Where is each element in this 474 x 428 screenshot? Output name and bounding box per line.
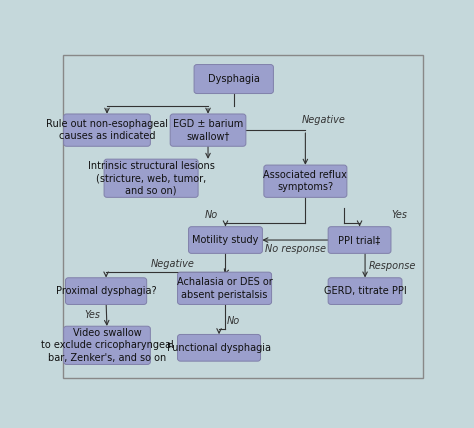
Text: Response: Response <box>369 261 416 270</box>
FancyBboxPatch shape <box>178 334 261 361</box>
FancyBboxPatch shape <box>65 278 146 304</box>
Text: Yes: Yes <box>392 210 408 220</box>
Text: PPI trial‡: PPI trial‡ <box>338 235 381 245</box>
FancyBboxPatch shape <box>194 65 273 94</box>
FancyBboxPatch shape <box>189 227 263 253</box>
Text: Rule out non-esophageal
causes as indicated: Rule out non-esophageal causes as indica… <box>46 119 168 141</box>
Text: No: No <box>227 315 240 326</box>
Text: No response: No response <box>265 244 326 254</box>
Text: Proximal dysphagia?: Proximal dysphagia? <box>56 286 156 296</box>
Text: Dysphagia: Dysphagia <box>208 74 260 84</box>
Text: Intrinsic structural lesions
(stricture, web, tumor,
and so on): Intrinsic structural lesions (stricture,… <box>88 161 215 196</box>
FancyBboxPatch shape <box>170 114 246 146</box>
FancyBboxPatch shape <box>178 272 272 304</box>
Text: GERD, titrate PPI: GERD, titrate PPI <box>324 286 406 296</box>
FancyBboxPatch shape <box>64 114 150 146</box>
FancyBboxPatch shape <box>328 278 402 304</box>
Text: Video swallow
to exclude cricopharyngeal
bar, Zenker's, and so on: Video swallow to exclude cricopharyngeal… <box>41 328 173 363</box>
Text: Achalasia or DES or
absent peristalsis: Achalasia or DES or absent peristalsis <box>177 277 273 300</box>
Text: No: No <box>205 210 218 220</box>
FancyBboxPatch shape <box>264 165 347 197</box>
Text: Negative: Negative <box>151 259 195 269</box>
Text: Motility study: Motility study <box>192 235 259 245</box>
Text: EGD ± barium
swallow†: EGD ± barium swallow† <box>173 119 243 141</box>
FancyBboxPatch shape <box>64 326 150 365</box>
FancyBboxPatch shape <box>104 159 198 197</box>
Text: Functional dysphagia: Functional dysphagia <box>167 343 271 353</box>
Text: Associated reflux
symptoms?: Associated reflux symptoms? <box>264 170 347 193</box>
Text: Negative: Negative <box>301 115 346 125</box>
Text: Yes: Yes <box>84 310 100 320</box>
FancyBboxPatch shape <box>328 227 391 253</box>
